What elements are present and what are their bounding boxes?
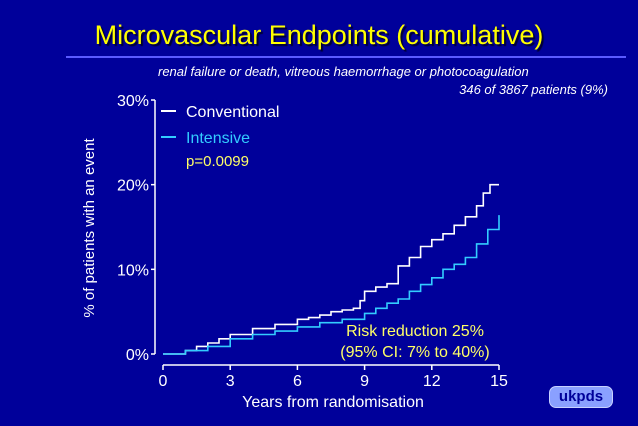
series-layer bbox=[163, 183, 500, 355]
y-tick-label: 20% bbox=[117, 178, 149, 195]
x-tick-label: 12 bbox=[423, 373, 441, 390]
legend-label-conventional: Conventional bbox=[186, 104, 279, 121]
patient-count: 346 of 3867 patients (9%) bbox=[459, 82, 608, 97]
ukpds-logo: ukpds bbox=[549, 386, 613, 408]
series-line-intensive bbox=[163, 215, 500, 355]
x-tick-label: 9 bbox=[360, 373, 369, 390]
endpoint-description: renal failure or death, vitreous haemorr… bbox=[158, 64, 529, 79]
y-tick-label: 10% bbox=[117, 262, 149, 279]
risk-reduction-annotation: Risk reduction 25% bbox=[346, 323, 484, 340]
x-tick-label: 0 bbox=[159, 373, 168, 390]
x-tick-label: 3 bbox=[226, 373, 235, 390]
y-tick-label: 30% bbox=[117, 93, 149, 110]
confidence-interval-annotation: (95% CI: 7% to 40%) bbox=[340, 344, 489, 361]
axes: 0% 10% 20% 30% 0 3 6 9 12 15 bbox=[117, 93, 508, 390]
title-underline bbox=[66, 56, 626, 58]
x-axis-label: Years from randomisation bbox=[242, 394, 424, 411]
p-value: p=0.0099 bbox=[186, 153, 249, 170]
x-tick-label: 15 bbox=[490, 373, 508, 390]
legend-label-intensive: Intensive bbox=[186, 130, 250, 147]
y-axis-label: % of patients with an event bbox=[81, 138, 98, 318]
slide-title: Microvascular Endpoints (cumulative) bbox=[94, 20, 544, 50]
y-tick-label: 0% bbox=[126, 347, 149, 364]
x-tick-label: 6 bbox=[293, 373, 302, 390]
labels: Years from randomisation % of patients w… bbox=[81, 104, 490, 411]
